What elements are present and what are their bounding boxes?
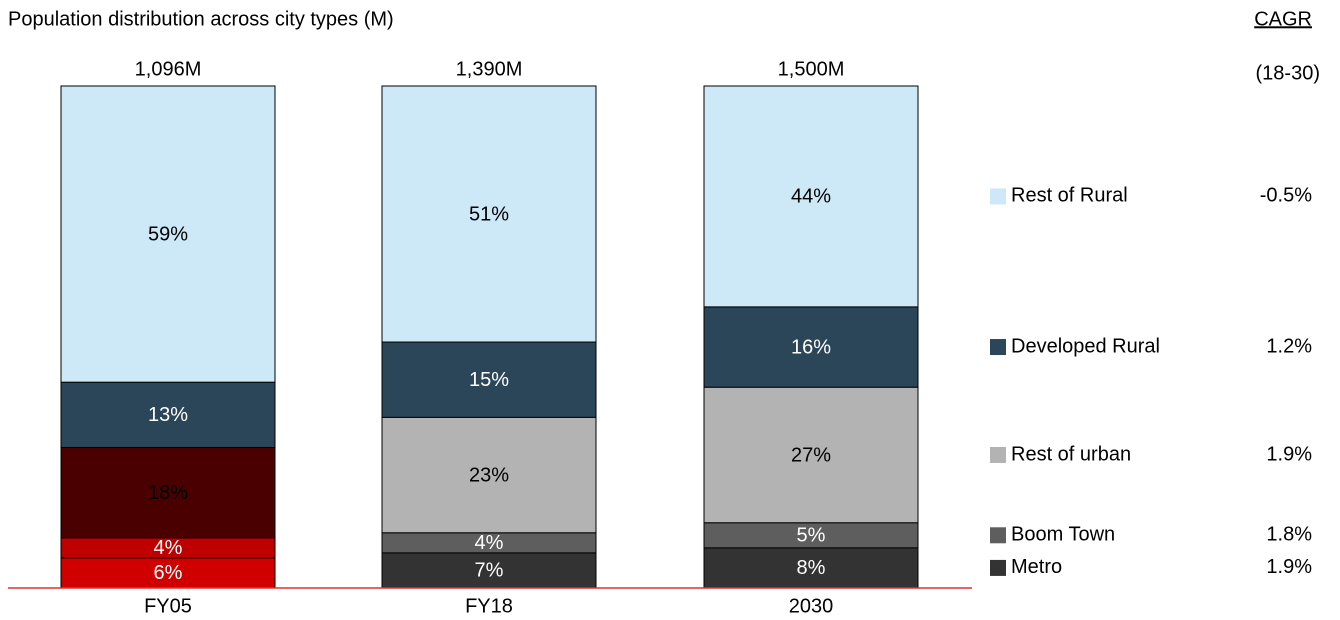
legend-swatch xyxy=(990,446,1006,463)
cagr-label: 1.8% xyxy=(1266,524,1312,546)
legend-label: Rest of Rural xyxy=(1011,185,1128,207)
cagr-label: -0.5% xyxy=(1260,185,1312,207)
value-label: 27% xyxy=(791,444,831,466)
total-label: 1,390M xyxy=(456,58,523,80)
value-label: 44% xyxy=(791,186,831,208)
value-label: 51% xyxy=(469,203,509,225)
bar-segment xyxy=(703,306,919,388)
legend-label: Rest of urban xyxy=(1011,443,1131,465)
chart-title: Population distribution across city type… xyxy=(8,8,394,30)
total-label: 1,500M xyxy=(778,58,845,80)
x-tick-label: 2030 xyxy=(789,595,834,617)
value-label: 5% xyxy=(797,525,826,547)
legend-swatch xyxy=(990,559,1006,576)
bar-segment xyxy=(703,522,919,549)
bar-segment xyxy=(703,386,919,524)
total-label: 1,096M xyxy=(135,58,202,80)
value-label: 8% xyxy=(797,557,826,579)
legend-swatch xyxy=(990,339,1006,356)
value-label: 6% xyxy=(154,562,183,584)
value-label: 15% xyxy=(469,369,509,391)
x-tick-label: FY18 xyxy=(465,595,513,617)
cagr-label: 1.2% xyxy=(1266,335,1312,357)
bar-segment xyxy=(60,557,276,589)
bar-segment xyxy=(381,341,597,418)
legend-swatch xyxy=(990,527,1006,544)
value-label: 16% xyxy=(791,336,831,358)
bar-segment xyxy=(60,381,276,448)
value-label: 7% xyxy=(475,560,504,582)
value-label: 4% xyxy=(475,532,504,554)
legend-label: Developed Rural xyxy=(1011,335,1160,357)
cagr-label: 1.9% xyxy=(1266,556,1312,578)
x-tick-label: FY05 xyxy=(144,595,192,617)
value-label: 13% xyxy=(148,404,188,426)
bar-segment xyxy=(60,85,276,383)
bar-segment xyxy=(381,416,597,534)
value-label: 23% xyxy=(469,464,509,486)
value-label: 18% xyxy=(148,482,188,504)
cagr-label: 1.9% xyxy=(1266,443,1312,465)
value-label: 4% xyxy=(154,537,183,559)
cagr-subtitle: (18-30) xyxy=(1256,62,1320,84)
cagr-title: CAGR xyxy=(1254,8,1312,30)
legend-label: Boom Town xyxy=(1011,524,1115,546)
legend-label: Metro xyxy=(1011,556,1062,578)
legend-swatch xyxy=(990,188,1006,205)
bar-segment xyxy=(381,85,597,343)
value-label: 59% xyxy=(148,223,188,245)
bar-segment xyxy=(703,85,919,308)
